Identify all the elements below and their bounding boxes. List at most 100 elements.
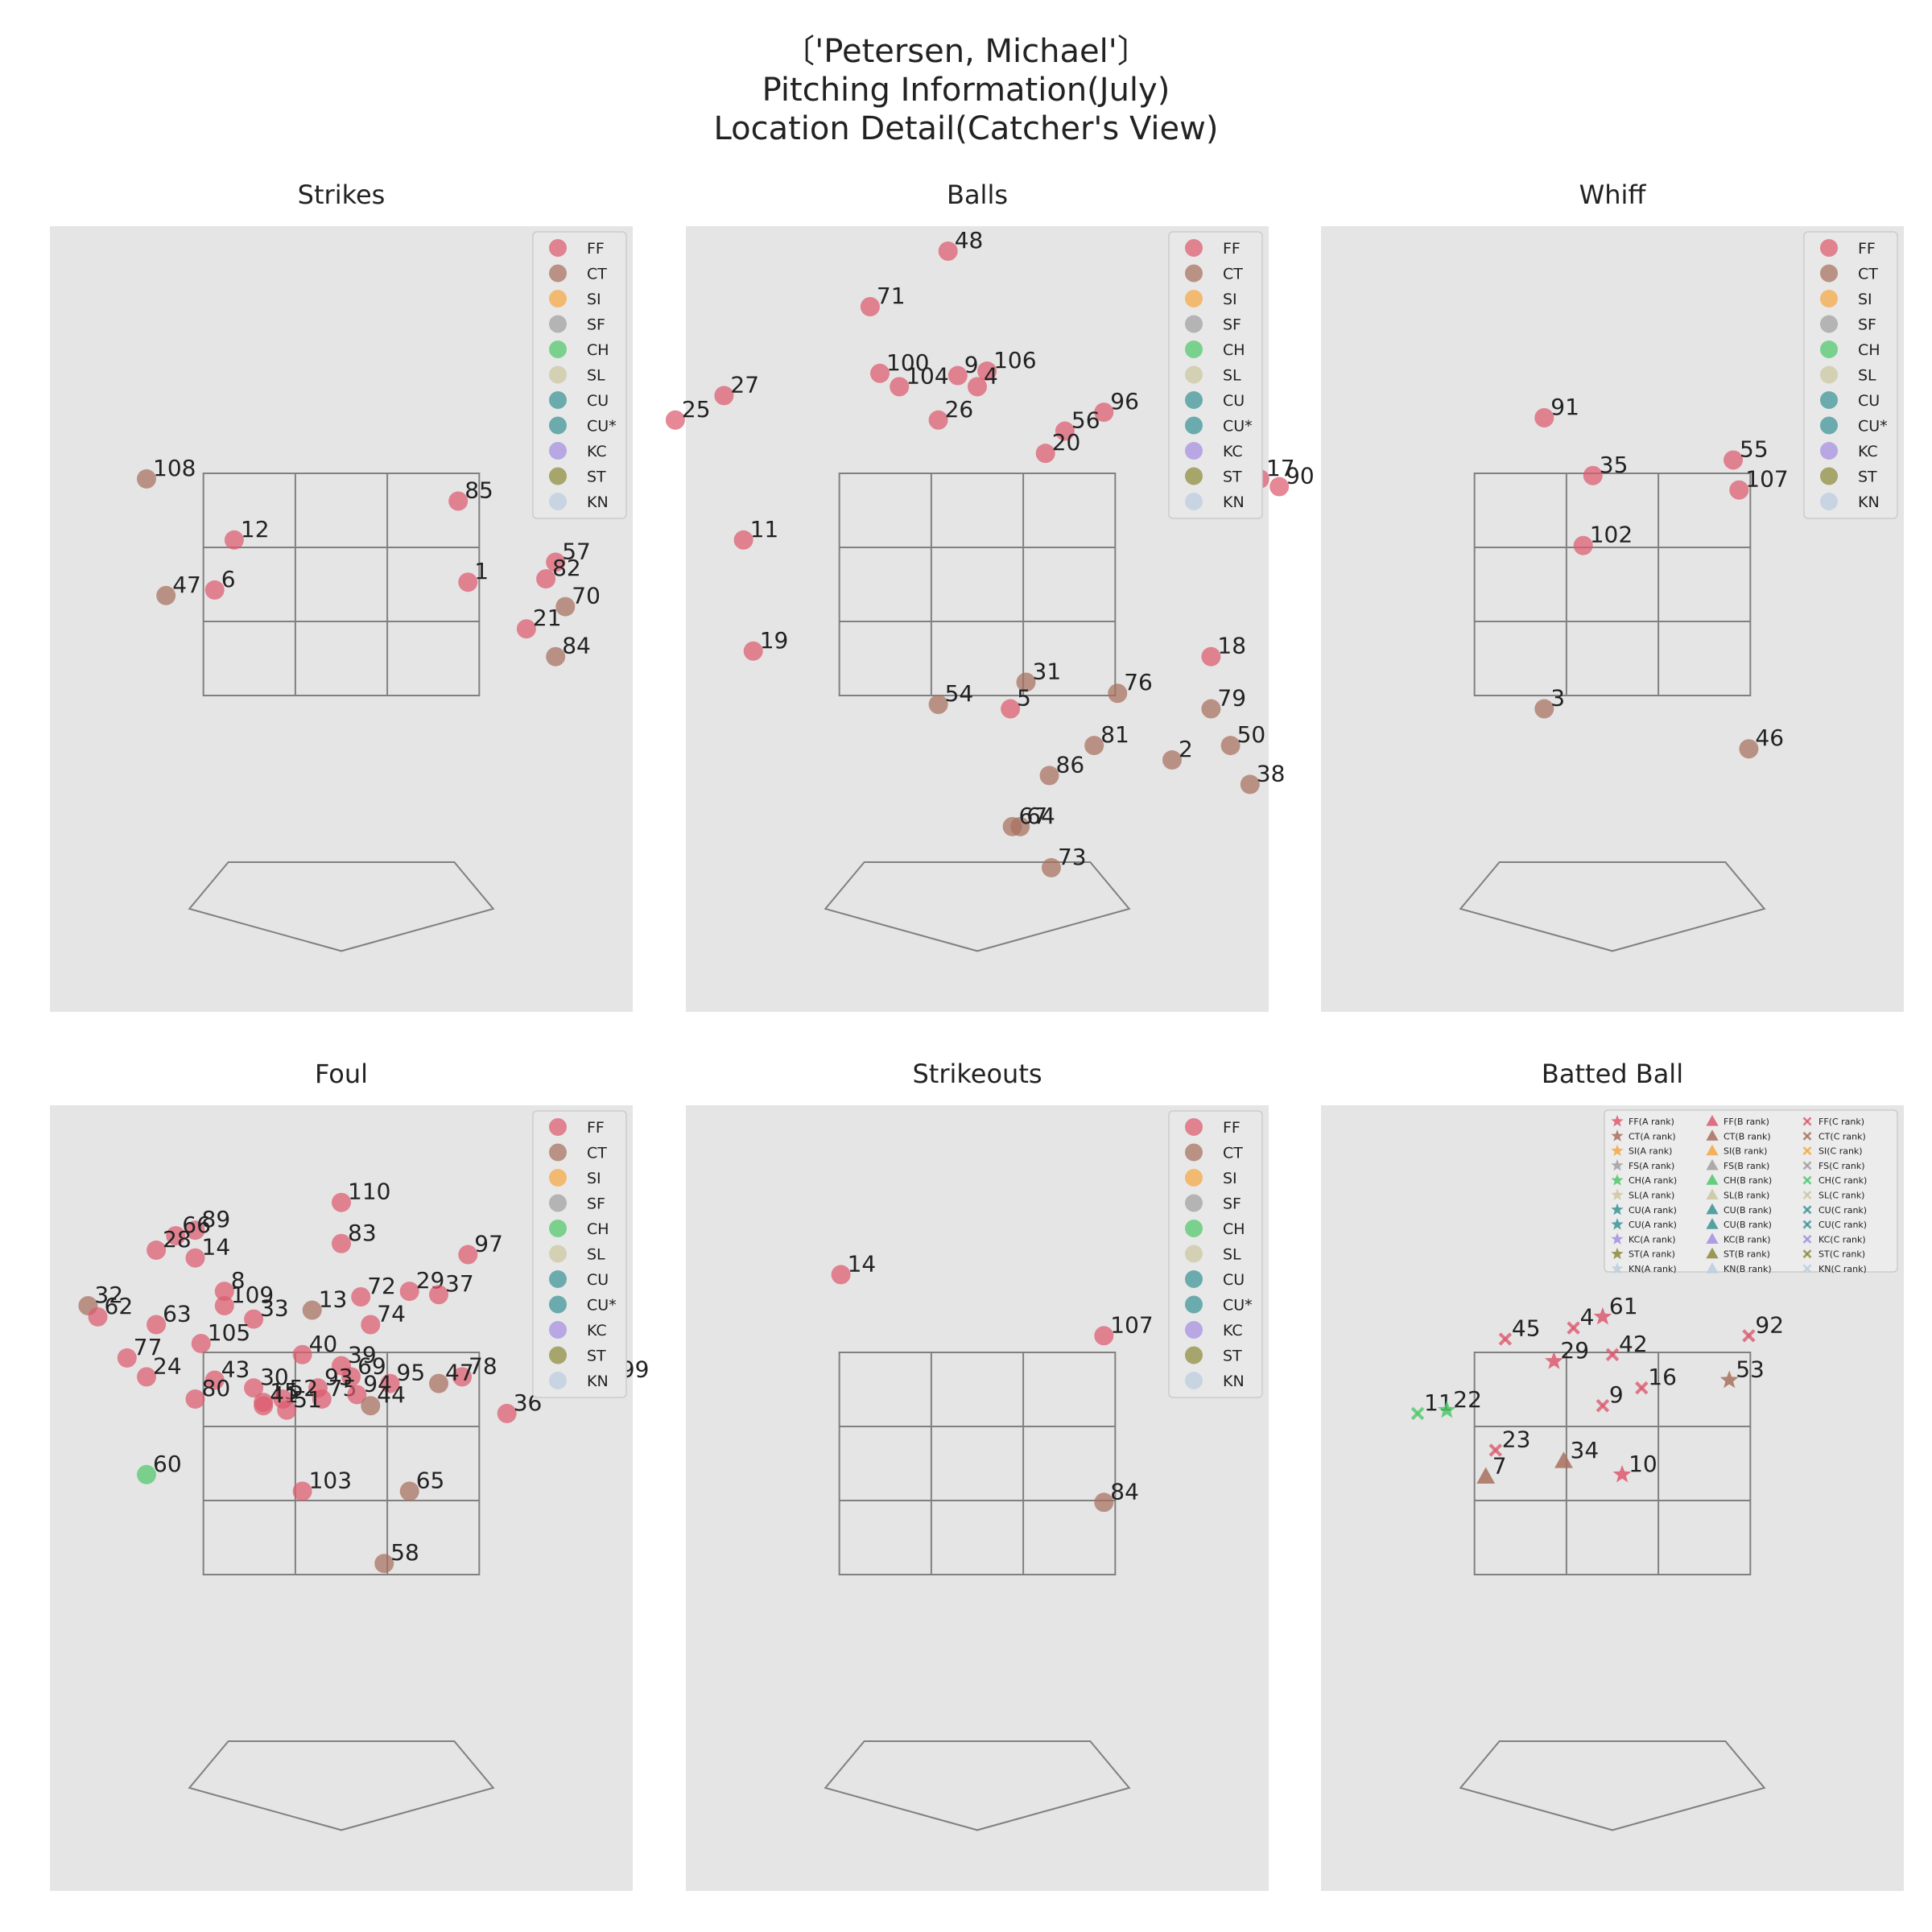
legend-label: SI bbox=[587, 1170, 601, 1187]
legend-label: KC bbox=[587, 1322, 607, 1340]
point-label: 81 bbox=[1100, 721, 1129, 748]
point-label: 95 bbox=[397, 1360, 426, 1386]
legend-marker bbox=[549, 1372, 567, 1389]
legend-box bbox=[532, 231, 627, 519]
legend-marker bbox=[1185, 1346, 1203, 1364]
point-label: 61 bbox=[1609, 1293, 1638, 1319]
point-label: 84 bbox=[1110, 1478, 1139, 1505]
strike-zone-outline bbox=[202, 1352, 481, 1575]
point-label: 6 bbox=[221, 566, 236, 592]
point-label: 17 bbox=[1266, 455, 1295, 481]
legend-marker bbox=[1706, 1247, 1719, 1259]
legend-label: FF bbox=[587, 1119, 605, 1137]
pitch-point bbox=[870, 363, 890, 383]
pitch-point bbox=[546, 552, 566, 572]
pitch-point bbox=[117, 1348, 137, 1368]
pitch-point bbox=[1094, 1326, 1114, 1346]
point-label: 24 bbox=[153, 1352, 182, 1379]
pitch-point bbox=[1719, 1370, 1739, 1389]
point-label: 40 bbox=[309, 1331, 338, 1357]
point-label: 77 bbox=[134, 1334, 163, 1360]
strike-zone bbox=[1473, 473, 1752, 696]
pitch-point bbox=[191, 1333, 211, 1353]
legend-marker bbox=[549, 1346, 567, 1364]
pitch-point bbox=[147, 1315, 167, 1335]
pitch-point bbox=[458, 1245, 478, 1265]
pitch-point bbox=[185, 1248, 205, 1268]
pitch-point bbox=[1498, 1332, 1513, 1346]
pitch-point bbox=[1554, 1451, 1573, 1468]
pitch-point bbox=[185, 1220, 205, 1241]
legend-label: CU bbox=[587, 1271, 609, 1289]
pitch-point bbox=[546, 646, 566, 667]
point-label: 10 bbox=[1629, 1451, 1657, 1477]
pitch-point bbox=[1016, 672, 1036, 692]
legend-marker bbox=[1820, 365, 1838, 384]
legend-label: FF(B rank) bbox=[1724, 1117, 1769, 1127]
pitch-point bbox=[156, 585, 176, 605]
point-label: 45 bbox=[1512, 1315, 1541, 1341]
pitch-point bbox=[292, 1481, 312, 1501]
strike-zone bbox=[202, 1352, 481, 1575]
pitch-point bbox=[332, 1192, 351, 1212]
point-label: 35 bbox=[1600, 452, 1629, 478]
legend-label: KN(A rank) bbox=[1629, 1264, 1677, 1274]
point-label: 25 bbox=[682, 396, 711, 423]
point-label: 65 bbox=[416, 1468, 445, 1494]
legend-marker bbox=[1185, 315, 1203, 333]
legend-marker bbox=[1802, 1161, 1812, 1170]
point-label: 1 bbox=[474, 558, 489, 584]
legend-label: SI bbox=[587, 291, 601, 308]
legend-marker bbox=[549, 1295, 567, 1314]
legend-label: CT bbox=[1223, 266, 1243, 283]
legend: FF(A rank) CT(A rank) SI(A rank) FS(A rank)… bbox=[1604, 1109, 1898, 1274]
strike-zone bbox=[202, 473, 481, 696]
legend-label: SL bbox=[1858, 367, 1876, 385]
point-label: 2 bbox=[1179, 736, 1193, 762]
pitch-point bbox=[555, 597, 576, 617]
point-label: 80 bbox=[202, 1375, 231, 1402]
legend-label: ST(A rank) bbox=[1629, 1249, 1675, 1260]
point-label: 66 bbox=[182, 1212, 211, 1238]
legend-marker bbox=[1802, 1234, 1812, 1244]
point-label: 46 bbox=[1755, 724, 1784, 751]
pitch-point bbox=[292, 1344, 312, 1364]
legend: FF CT SI SF CH SL CU CU* KC ST KN bbox=[1168, 1110, 1263, 1398]
legend-marker bbox=[549, 391, 567, 409]
legend-label: CU(B rank) bbox=[1724, 1220, 1772, 1230]
point-label: 86 bbox=[1056, 751, 1085, 778]
point-label: 26 bbox=[945, 396, 974, 423]
legend-marker bbox=[549, 315, 567, 333]
strike-zone-outline bbox=[838, 473, 1117, 696]
legend-box bbox=[1168, 231, 1263, 519]
point-label: 13 bbox=[319, 1286, 348, 1313]
legend-label: CH(C rank) bbox=[1818, 1175, 1867, 1186]
point-label: 78 bbox=[469, 1352, 497, 1379]
legend: FF CT SI SF CH SL CU CU* KC ST KN bbox=[1803, 231, 1898, 519]
home-plate bbox=[824, 1740, 1131, 1831]
panel-title-foul: Foul bbox=[314, 1059, 368, 1089]
pitch-point bbox=[1201, 699, 1221, 719]
legend-marker bbox=[1185, 493, 1203, 510]
point-label: 31 bbox=[1033, 658, 1062, 684]
point-label: 79 bbox=[1217, 685, 1246, 712]
legend-marker bbox=[1706, 1262, 1719, 1274]
point-label: 53 bbox=[1736, 1356, 1765, 1383]
legend-label: KC bbox=[1858, 443, 1878, 460]
home-plate bbox=[1459, 1740, 1766, 1831]
legend-label: FF bbox=[587, 240, 605, 258]
legend-marker bbox=[1706, 1232, 1719, 1244]
point-label: 16 bbox=[1648, 1364, 1677, 1390]
legend-label: SI(C rank) bbox=[1818, 1146, 1863, 1157]
pitch-point bbox=[351, 1287, 371, 1307]
legend-label: ST bbox=[587, 469, 606, 486]
legend-marker bbox=[1706, 1129, 1719, 1141]
point-label: 8 bbox=[231, 1267, 246, 1294]
legend-label: ST bbox=[1223, 1348, 1242, 1365]
point-label: 83 bbox=[348, 1220, 377, 1246]
pitch-point bbox=[380, 1373, 400, 1393]
legend-marker bbox=[549, 1270, 567, 1288]
pitch-point bbox=[347, 1385, 367, 1405]
pitch-point bbox=[1240, 774, 1260, 795]
pitch-point bbox=[244, 1309, 264, 1329]
